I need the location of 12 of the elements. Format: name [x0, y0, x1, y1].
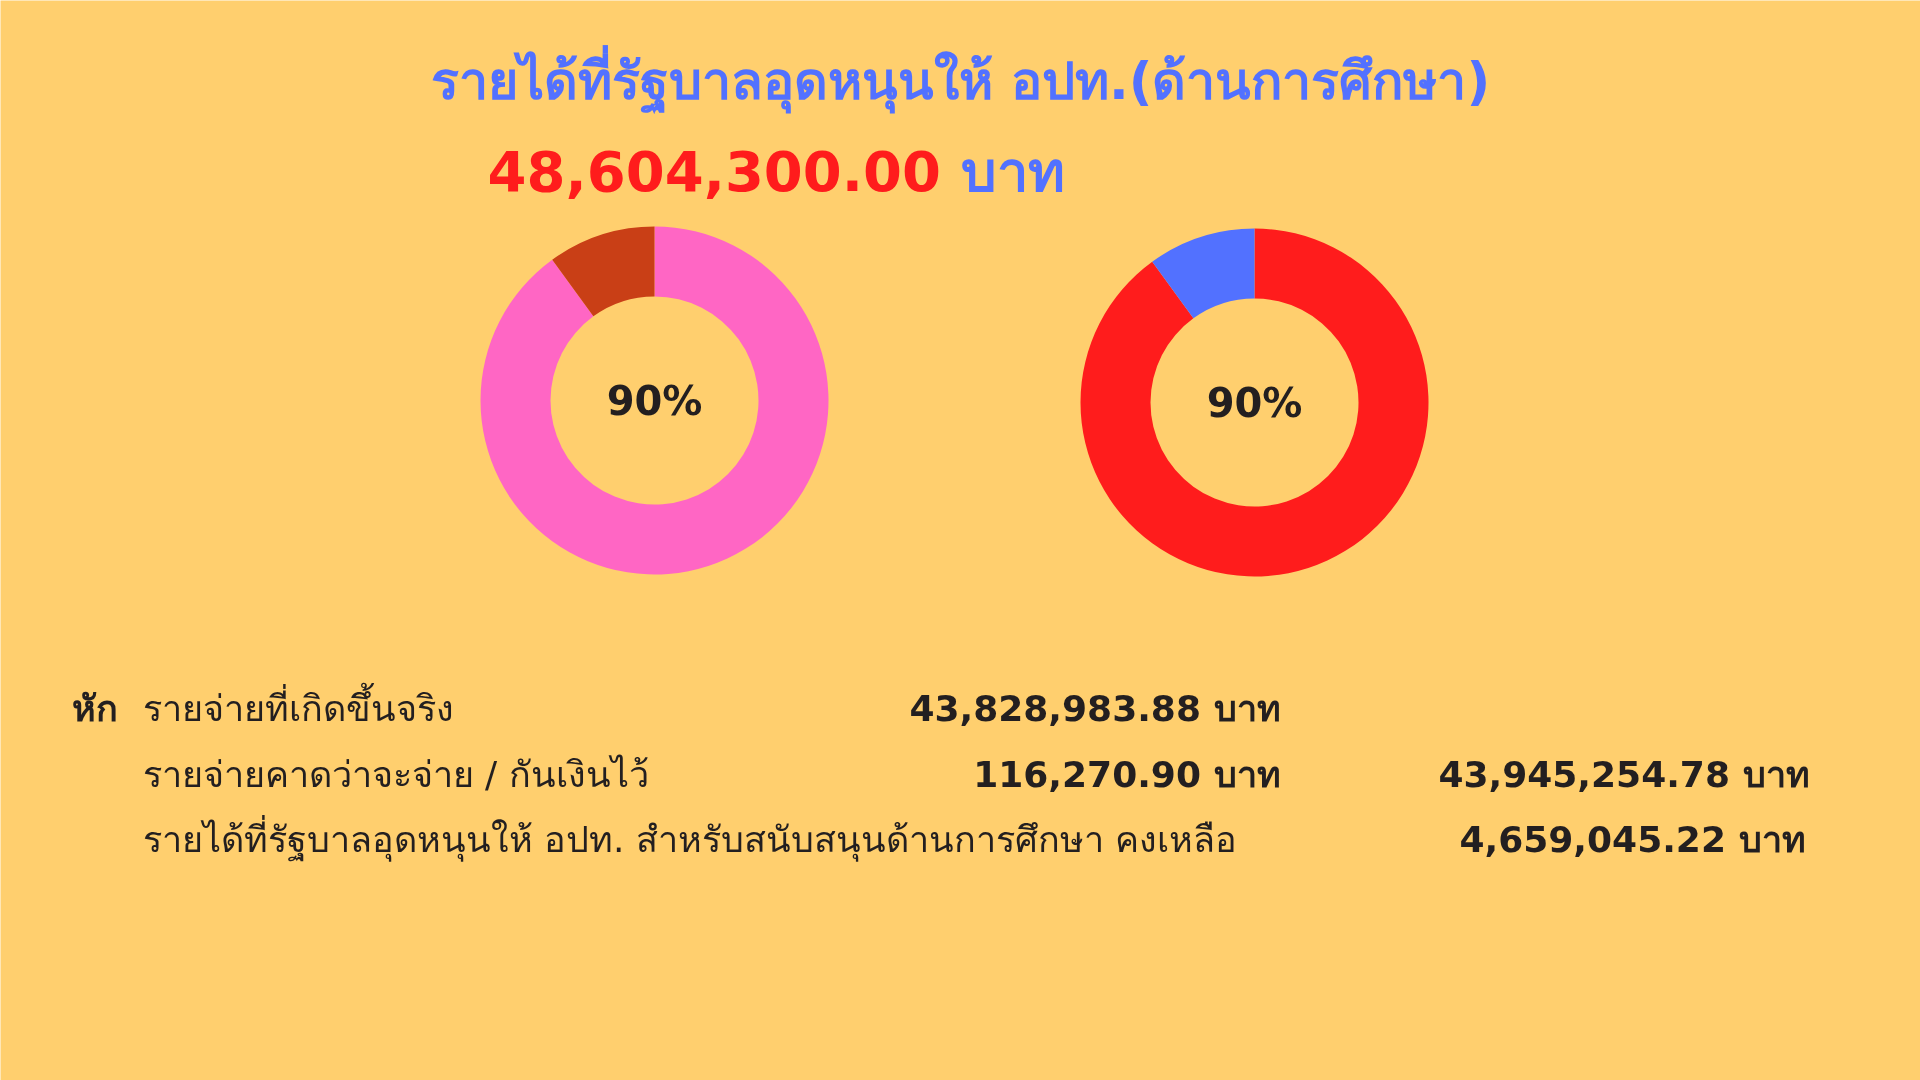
- text: 43,828,983.88 บาท: [909, 688, 1281, 729]
- text: หัก: [71, 688, 118, 729]
- data-label: 90%: [1206, 379, 1303, 426]
- text: 4,659,045.22 บาท: [1459, 819, 1806, 860]
- chart-subtitle: 48,604,300.00 บาท: [487, 139, 1065, 204]
- data-label: 90%: [606, 377, 703, 424]
- text: 116,270.90 บาท: [973, 754, 1281, 795]
- text: รายได้ที่รัฐบาลอุดหนุนให้ อปท.(ด้านการศึกษา): [430, 44, 1491, 115]
- text: รายได้ที่รัฐบาลอุดหนุนให้ อปท. สำหรับสนับสนุนด้านการศึกษา คงเหลือ: [142, 815, 1238, 862]
- text: รายจ่ายคาดว่าจะจ่าย / กันเงินไว้: [142, 754, 649, 795]
- text: 43,945,254.78 บาท: [1438, 754, 1810, 795]
- text: รายจ่ายที่เกิดขึ้นจริง: [142, 682, 454, 729]
